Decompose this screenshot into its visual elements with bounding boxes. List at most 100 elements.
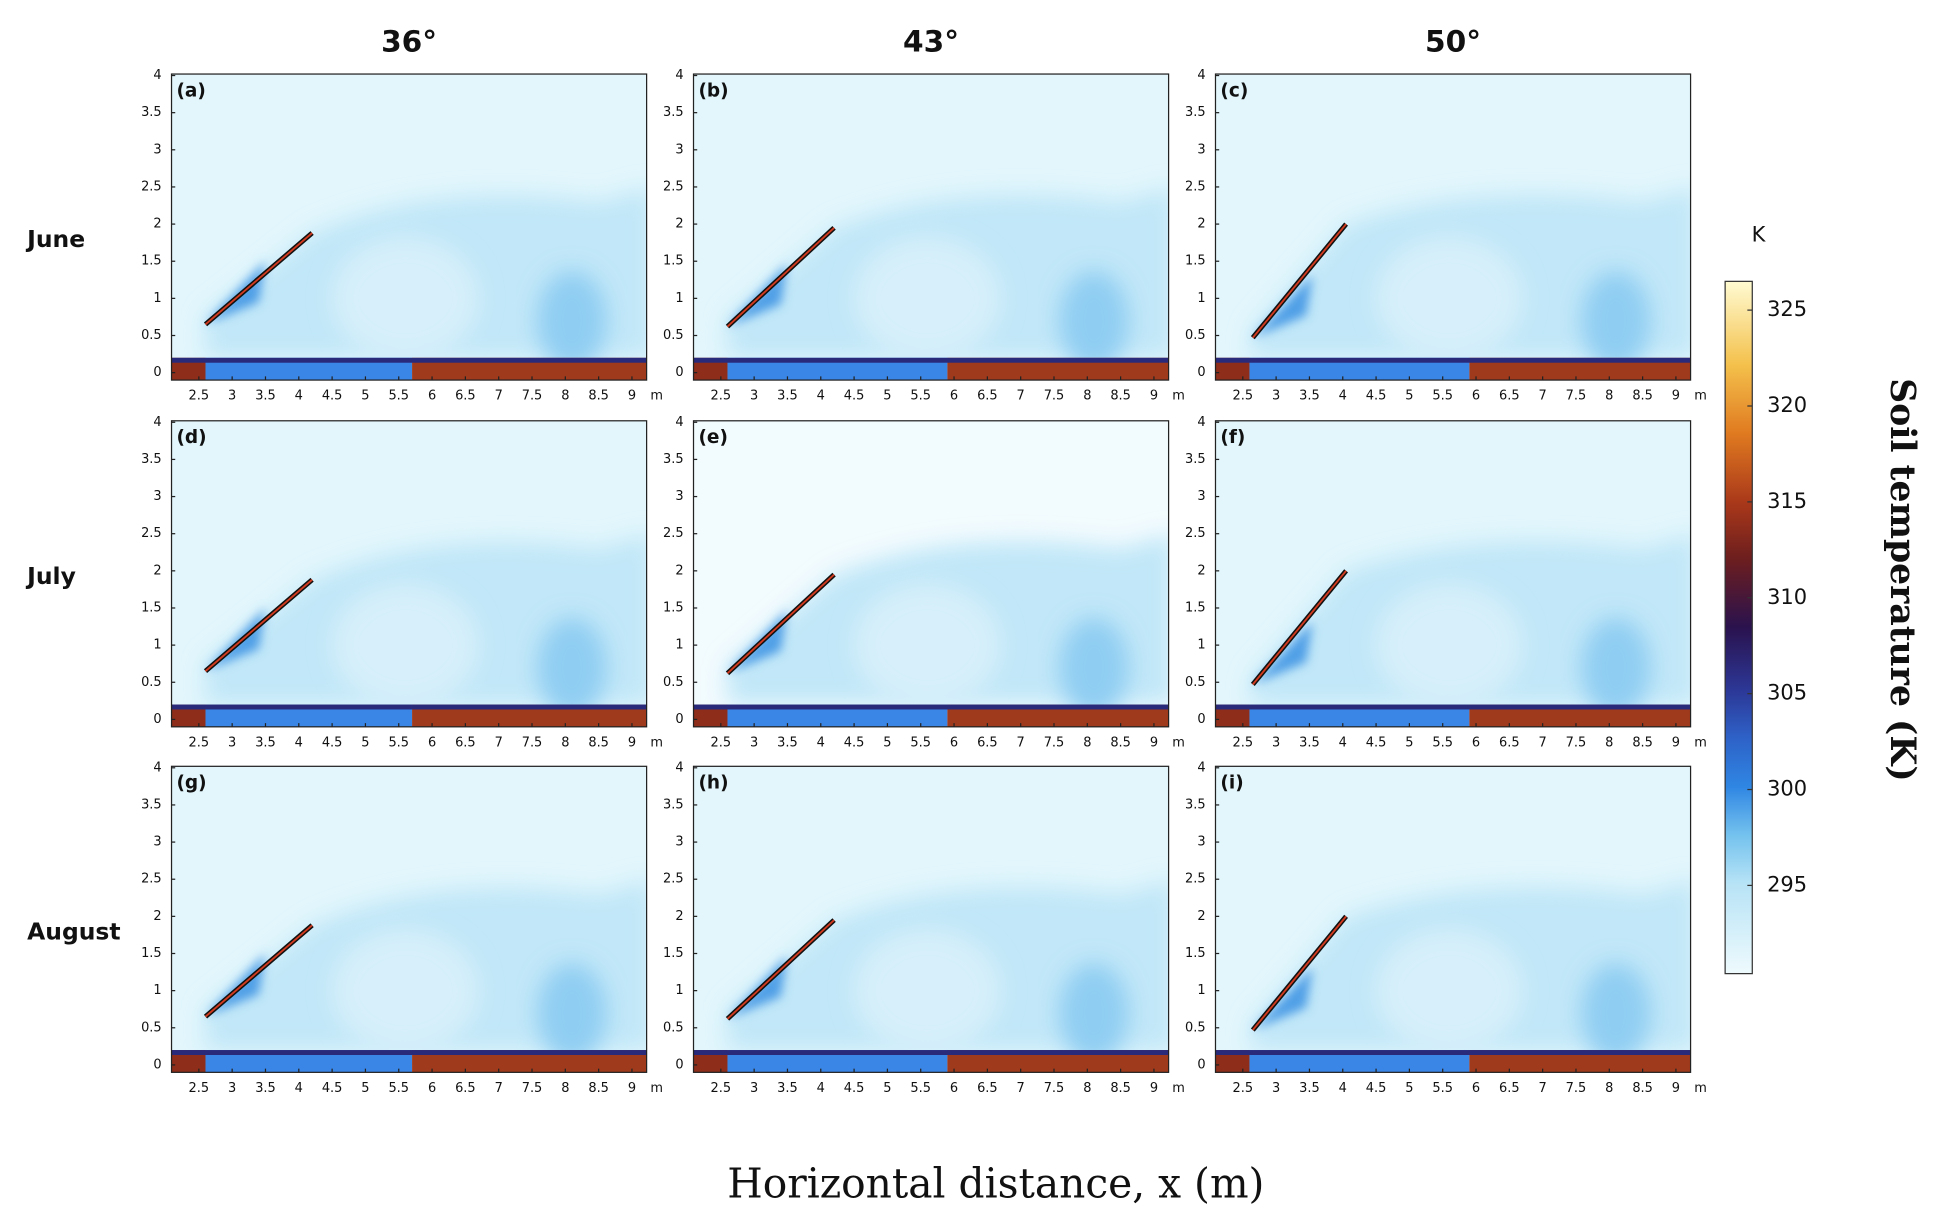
y-tick-label: 1.5 <box>663 600 684 615</box>
field <box>1215 766 1691 1073</box>
x-axis-label: Horizontal distance, x (m) <box>727 1160 1264 1208</box>
soil-shaded <box>727 1050 948 1073</box>
y-tick-label: 4 <box>153 760 161 775</box>
x-tick-label: 6.5 <box>455 389 476 404</box>
y-tick-label: 1.5 <box>1185 600 1206 615</box>
y-tick-label: 3.5 <box>141 452 162 467</box>
y-tick-label: 1 <box>1197 291 1205 306</box>
y-tick-label: 2 <box>153 563 161 578</box>
plume-core <box>1375 236 1524 361</box>
y-tick-label: 0.5 <box>141 1020 162 1035</box>
colorbar-tick-label: 300 <box>1767 777 1807 801</box>
row-label: August <box>27 917 120 945</box>
soil-hot <box>1469 704 1691 727</box>
x-tick-label: 3.5 <box>1299 735 1320 750</box>
soil-hot <box>1215 357 1250 381</box>
y-tick-label: 3 <box>1197 489 1205 504</box>
field <box>1215 74 1691 381</box>
x-tick-label: 2.5 <box>1233 735 1254 750</box>
soil-top <box>171 704 647 710</box>
x-tick-label: 7 <box>1539 1081 1547 1096</box>
x-tick-label: 7 <box>1539 389 1547 404</box>
plate-hot <box>726 573 835 675</box>
y-tick-label: 3 <box>1197 142 1205 157</box>
y-tick-label: 2.5 <box>1185 179 1206 194</box>
soil-hot <box>693 704 728 727</box>
x-unit: m <box>1694 389 1707 404</box>
soil-shaded <box>205 704 413 727</box>
x-tick-label: 3 <box>750 389 758 404</box>
panel: (h) 2.5 3 3.5 4 4.5 5 5.5 6 6.5 7 7.5 8 8.5 9 m 0 0.5 1 1.5… <box>663 760 1185 1096</box>
y-tick-label: 4 <box>153 68 161 83</box>
soil-top <box>693 704 1169 710</box>
soil-hot <box>1469 1050 1691 1073</box>
x-tick-label: 4 <box>817 735 825 750</box>
x-tick-label: 3 <box>228 1081 236 1096</box>
x-tick-label: 3.5 <box>255 735 276 750</box>
x-tick-label: 8 <box>1083 389 1091 404</box>
panel-label: (g) <box>176 773 206 794</box>
y-tick-label: 0 <box>675 712 683 727</box>
x-tick-label: 7.5 <box>522 735 543 750</box>
soil-top <box>171 357 647 363</box>
x-tick-label: 8.5 <box>1632 1081 1653 1096</box>
soil-hot <box>412 1050 647 1073</box>
plate-wake <box>727 610 788 674</box>
y-tick-label: 3 <box>675 489 683 504</box>
plume-core <box>853 583 1002 707</box>
x-tick-label: 6.5 <box>1499 389 1520 404</box>
y-tick-label: 2 <box>1197 217 1205 232</box>
soil-hot <box>171 357 206 381</box>
x-tick-label: 7.5 <box>1566 1081 1587 1096</box>
x-tick-label: 3 <box>1272 735 1280 750</box>
panel: (g) 2.5 3 3.5 4 4.5 5 5.5 6 6.5 7 7.5 8 8.5 9 m 0 0.5 1 1.5… <box>141 760 663 1096</box>
y-tick-label: 3 <box>153 835 161 850</box>
x-tick-label: 4 <box>295 1081 303 1096</box>
y-tick-label: 3.5 <box>1185 452 1206 467</box>
soil-top <box>693 1050 1169 1055</box>
x-tick-label: 5 <box>883 1081 891 1096</box>
plume-tail <box>1059 963 1129 1063</box>
x-tick-label: 2.5 <box>189 389 210 404</box>
y-tick-label: 1 <box>153 983 161 998</box>
colorbar-tick-label: 315 <box>1767 489 1807 513</box>
x-tick-label: 3.5 <box>255 389 276 404</box>
plume-tail <box>537 271 607 371</box>
x-tick-label: 2.5 <box>189 735 210 750</box>
y-tick-label: 1 <box>153 291 161 306</box>
x-tick-label: 9 <box>1672 1081 1680 1096</box>
y-tick-label: 2.5 <box>1185 526 1206 541</box>
y-tick-label: 0 <box>1197 712 1205 727</box>
colorbar-tick-label: 310 <box>1767 585 1807 609</box>
x-tick-label: 6.5 <box>455 1081 476 1096</box>
plume-core <box>1375 928 1524 1053</box>
y-tick-label: 3 <box>675 835 683 850</box>
field <box>171 74 647 381</box>
y-tick-label: 1.5 <box>663 254 684 269</box>
x-tick-label: 3 <box>1272 1081 1280 1096</box>
x-tick-label: 7.5 <box>522 389 543 404</box>
x-unit: m <box>1172 735 1185 750</box>
row-label: June <box>25 225 85 253</box>
y-tick-label: 0.5 <box>663 1020 684 1035</box>
soil-hot <box>412 704 647 727</box>
plate-wake <box>727 955 788 1019</box>
soil-hot <box>947 704 1169 727</box>
y-tick-label: 1 <box>675 638 683 653</box>
panel-label: (f) <box>1220 427 1245 448</box>
plume-core <box>1375 583 1524 707</box>
y-tick-label: 2.5 <box>141 526 162 541</box>
panel: (e) 2.5 3 3.5 4 4.5 5 5.5 6 6.5 7 7.5 8 8.5 9 m 0 0.5 1 1.5… <box>663 415 1185 751</box>
panel: (d) 2.5 3 3.5 4 4.5 5 5.5 6 6.5 7 7.5 8 8.5 9 m 0 0.5 1 1.5… <box>141 415 663 751</box>
y-tick-label: 0 <box>1197 1057 1205 1072</box>
soil-hot <box>412 357 647 381</box>
soil-hot <box>171 1050 206 1073</box>
soil-shaded <box>727 357 948 381</box>
plate-hot <box>726 919 835 1020</box>
frame <box>170 420 648 728</box>
x-unit: m <box>1172 1081 1185 1096</box>
y-tick-label: 0.5 <box>1185 1020 1206 1035</box>
x-tick-label: 8.5 <box>1110 1081 1131 1096</box>
x-tick-label: 8.5 <box>588 735 609 750</box>
